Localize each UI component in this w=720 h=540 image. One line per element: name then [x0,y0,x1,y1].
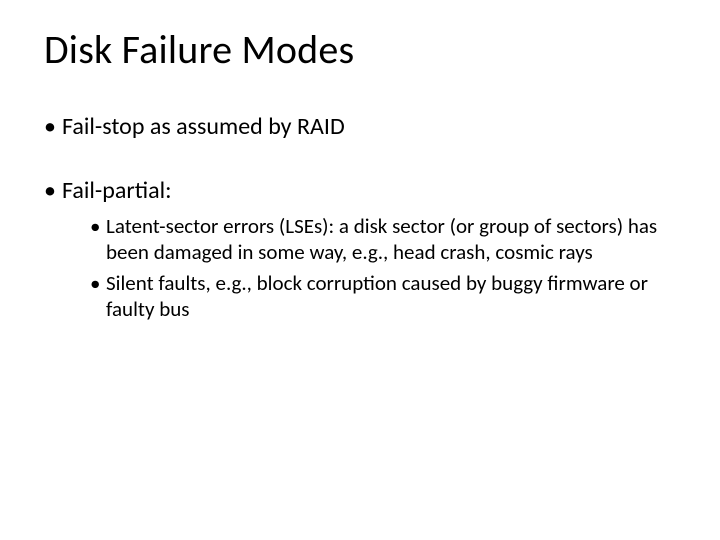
bullet-text: Silent faults, e.g., block corruption ca… [106,270,648,322]
bullet-text: Fail-stop as assumed by RAID [62,112,345,141]
list-item: Fail-partial: Latent-sector errors (LSEs… [44,176,676,322]
bullet-list-level1: Fail-stop as assumed by RAID Fail-partia… [44,112,676,322]
bullet-list-level2: Latent-sector errors (LSEs): a disk sect… [62,214,676,322]
bullet-text: Fail-partial: [62,176,172,205]
list-item: Fail-stop as assumed by RAID [44,112,676,142]
list-item: Latent-sector errors (LSEs): a disk sect… [90,214,676,265]
bullet-text: Latent-sector errors (LSEs): a disk sect… [106,213,657,265]
slide-title: Disk Failure Modes [44,28,676,72]
list-item: Silent faults, e.g., block corruption ca… [90,271,676,322]
slide: Disk Failure Modes Fail-stop as assumed … [0,0,720,540]
